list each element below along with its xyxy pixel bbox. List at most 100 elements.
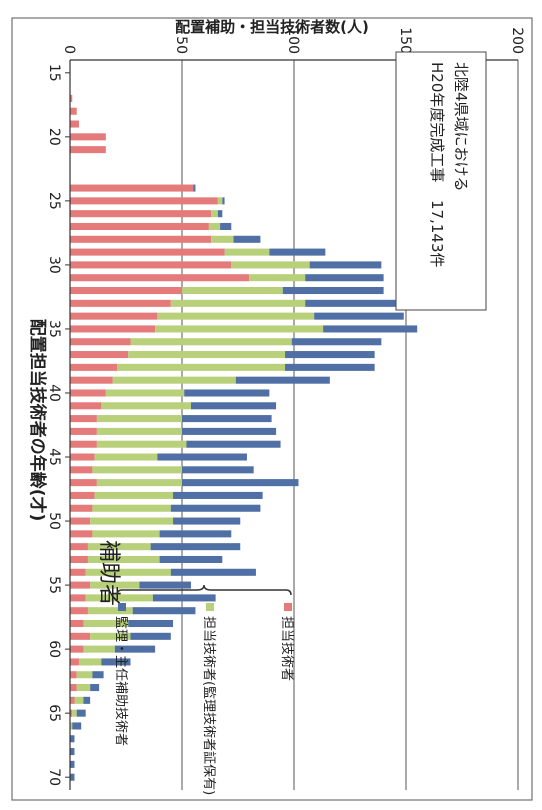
bar-2-age-43 bbox=[96, 427, 182, 435]
bar-1-age-59 bbox=[70, 632, 91, 640]
bar-1-age-28 bbox=[70, 235, 212, 243]
bar-3-age-61 bbox=[101, 658, 131, 666]
legend-swatch-3 bbox=[284, 603, 292, 611]
bar-2-age-30 bbox=[231, 261, 310, 269]
bar-2-age-61 bbox=[78, 658, 102, 666]
bar-1-age-45 bbox=[70, 453, 95, 461]
legend-swatch-1 bbox=[118, 603, 126, 611]
x-tick-label-65: 65 bbox=[46, 704, 62, 722]
bar-1-age-24 bbox=[70, 184, 194, 192]
x-tick-label-55: 55 bbox=[46, 576, 62, 594]
bar-1-age-37 bbox=[69, 351, 129, 359]
bar-2-age-54 bbox=[85, 568, 171, 576]
bar-1-age-36 bbox=[70, 338, 131, 346]
bar-1-age-26 bbox=[70, 210, 212, 218]
bar-1-age-58 bbox=[70, 619, 84, 628]
bar-3-age-64 bbox=[83, 696, 91, 704]
bar-2-age-28 bbox=[211, 235, 234, 243]
bar-3-age-31 bbox=[305, 274, 384, 282]
bar-1-age-39 bbox=[69, 376, 113, 384]
x-tick-label-25: 25 bbox=[46, 192, 62, 210]
bar-2-age-48 bbox=[94, 491, 174, 499]
bar-3-age-50 bbox=[173, 517, 241, 525]
bar-1-age-55 bbox=[70, 581, 91, 589]
bar-2-age-35 bbox=[155, 325, 324, 333]
bar-3-age-25 bbox=[222, 197, 225, 205]
bar-3-age-70 bbox=[70, 773, 75, 781]
annotation-line-2: H20年度完成工事 bbox=[428, 62, 446, 182]
bar-1-age-35 bbox=[69, 325, 156, 333]
bar-2-age-59 bbox=[90, 632, 131, 640]
bar-3-age-24 bbox=[193, 184, 196, 192]
y-tick-label-50: 50 bbox=[173, 36, 189, 54]
bar-2-age-53 bbox=[87, 555, 160, 563]
bar-2-age-58 bbox=[83, 619, 129, 628]
bar-1-age-47 bbox=[70, 479, 97, 487]
bar-3-age-55 bbox=[139, 581, 191, 589]
bar-3-age-27 bbox=[220, 222, 232, 231]
bar-3-age-44 bbox=[186, 440, 281, 448]
bar-3-age-41 bbox=[190, 402, 277, 410]
bar-1-age-40 bbox=[69, 389, 106, 397]
bar-1-age-44 bbox=[70, 440, 97, 448]
bar-3-age-35 bbox=[323, 325, 418, 333]
bar-1-age-43 bbox=[70, 427, 97, 435]
bar-3-age-29 bbox=[269, 248, 326, 256]
bar-3-age-43 bbox=[181, 427, 277, 435]
x-tick-label-20: 20 bbox=[46, 128, 62, 146]
bar-1-age-46 bbox=[69, 466, 93, 474]
bar-1-age-63 bbox=[70, 684, 77, 692]
x-tick-label-40: 40 bbox=[46, 384, 62, 402]
bar-3-age-62 bbox=[92, 671, 104, 679]
bar-2-age-47 bbox=[96, 479, 182, 487]
legend-group-label: 補助者 bbox=[96, 540, 121, 606]
bar-3-age-49 bbox=[170, 504, 261, 512]
bar-2-age-31 bbox=[249, 274, 306, 282]
bar-1-age-54 bbox=[69, 568, 86, 576]
bar-3-age-69 bbox=[70, 760, 75, 768]
bar-3-age-67 bbox=[70, 735, 75, 743]
bar-3-age-53 bbox=[159, 555, 223, 563]
bar-3-age-38 bbox=[285, 363, 375, 371]
outer-frame bbox=[11, 17, 533, 801]
legend-item-3: 担当技術者 bbox=[279, 616, 294, 681]
bar-3-age-56 bbox=[152, 594, 216, 602]
bar-2-age-45 bbox=[94, 453, 158, 461]
x-tick-label-35: 35 bbox=[46, 320, 62, 338]
bar-1-age-32 bbox=[70, 287, 182, 295]
bar-1-age-41 bbox=[69, 402, 102, 410]
x-tick-label-60: 60 bbox=[46, 640, 62, 658]
bar-2-age-55 bbox=[90, 581, 140, 589]
bar-3-age-46 bbox=[181, 466, 254, 474]
bar-3-age-32 bbox=[282, 287, 384, 295]
bar-1-age-33 bbox=[69, 299, 171, 307]
bar-2-age-26 bbox=[211, 210, 218, 218]
y-tick-label-0: 0 bbox=[61, 45, 77, 54]
bar-3-age-66 bbox=[72, 722, 82, 730]
x-tick-label-15: 15 bbox=[46, 64, 62, 82]
legend-item-1: 監理・主任補助技術者 bbox=[113, 616, 129, 746]
bar-2-age-37 bbox=[128, 351, 286, 359]
bar-1-age-51 bbox=[69, 530, 93, 538]
annotation-line-1: 北陸4県域における bbox=[452, 62, 470, 192]
bar-3-age-30 bbox=[309, 261, 382, 269]
bar-1-age-50 bbox=[70, 517, 91, 525]
bar-3-age-60 bbox=[114, 645, 156, 653]
legend-item-2: 担当技術者(監理技術者証保有) bbox=[201, 616, 217, 795]
bar-2-age-32 bbox=[181, 287, 283, 295]
bar-3-age-26 bbox=[217, 210, 223, 218]
x-tick-label-50: 50 bbox=[46, 512, 62, 530]
bar-1-age-53 bbox=[70, 555, 88, 563]
x-tick-label-30: 30 bbox=[46, 256, 62, 274]
bar-1-age-57 bbox=[70, 607, 88, 615]
bar-3-age-36 bbox=[291, 338, 382, 346]
bar-2-age-39 bbox=[112, 376, 236, 384]
bar-2-age-36 bbox=[130, 338, 292, 346]
bar-3-age-47 bbox=[181, 479, 299, 487]
bar-3-age-37 bbox=[285, 351, 375, 359]
legend: 補助者 監理・主任補助技術者 担当技術者(監理技術者証保有) 担当技術者 bbox=[96, 540, 294, 795]
bar-2-age-44 bbox=[96, 440, 187, 448]
bar-1-age-29 bbox=[70, 248, 225, 256]
